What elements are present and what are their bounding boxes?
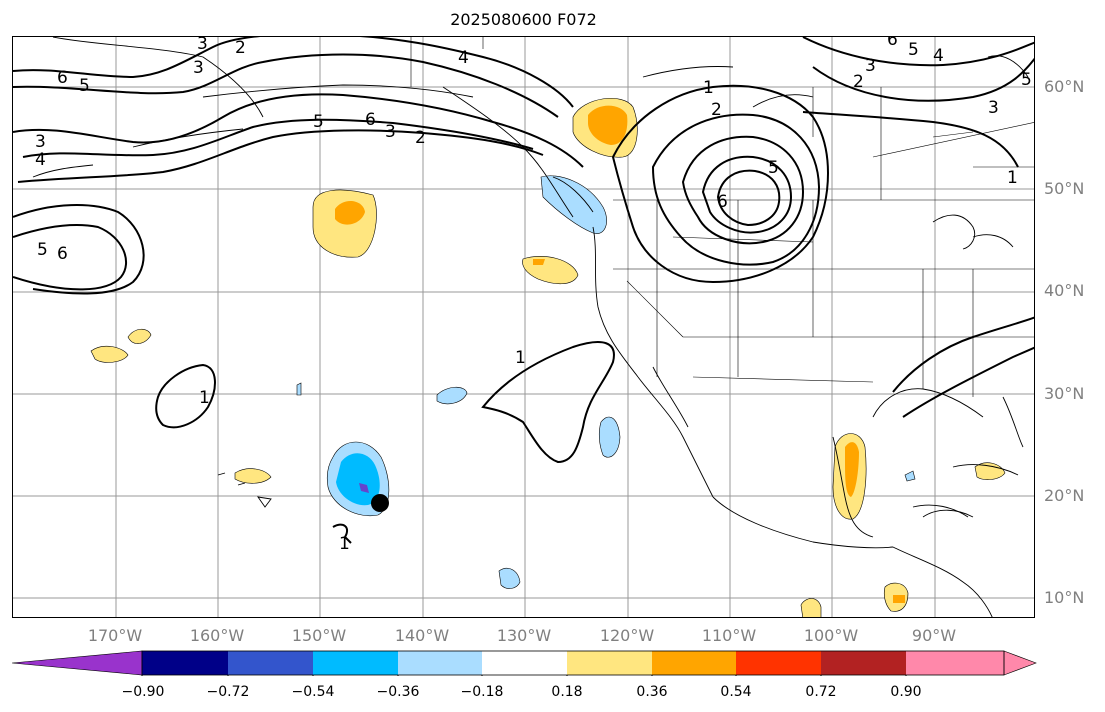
gridlines <box>13 37 1034 617</box>
lon-label-100w: 100°W <box>803 626 859 645</box>
colorbar-segment <box>821 651 906 675</box>
contour-label: 5 <box>313 112 324 132</box>
colorbar-tick-label: −0.54 <box>291 684 335 700</box>
lon-label-130w: 130°W <box>496 626 552 645</box>
lon-label-170w: 170°W <box>87 626 143 645</box>
contour-label: 3 <box>385 122 396 142</box>
contour-label: 5 <box>79 76 90 96</box>
colorbar-segment <box>228 651 313 675</box>
colorbar-segment <box>482 651 567 675</box>
lat-label-10n: 10°N <box>1044 588 1085 607</box>
contour-label: 3 <box>193 58 204 78</box>
lat-label-30n: 30°N <box>1044 384 1085 403</box>
colorbar-tick-label: 0.54 <box>720 684 752 700</box>
contour-label: 1 <box>515 348 526 368</box>
colorbar-segment <box>567 651 652 675</box>
contour-label: 6 <box>717 192 728 212</box>
contour-label: 5 <box>1021 70 1032 90</box>
colorbar-tick-label: 0.18 <box>551 684 583 700</box>
colorbar-segment <box>11 650 143 676</box>
contour-label: 3 <box>865 56 876 76</box>
lat-label-50n: 50°N <box>1044 179 1085 198</box>
colorbar <box>11 650 1037 676</box>
shaded-anomalies <box>90 98 1006 617</box>
colorbar-segment <box>313 651 398 675</box>
lon-label-150w: 150°W <box>291 626 347 645</box>
contour-label: 2 <box>711 100 722 120</box>
colorbar-tick-label: 0.36 <box>636 684 668 700</box>
lat-label-20n: 20°N <box>1044 486 1085 505</box>
lat-label-60n: 60°N <box>1044 77 1085 96</box>
colorbar-segment <box>398 651 482 675</box>
colorbar-segment <box>736 651 821 675</box>
lon-label-160w: 160°W <box>189 626 245 645</box>
contour-label: 5 <box>768 158 779 178</box>
contour-label: 6 <box>57 244 68 264</box>
map-canvas: 6 5 3 4 5 6 2 3 3 5 6 3 2 4 1 2 5 6 6 5 … <box>13 37 1034 617</box>
colorbar-tick-label: −0.90 <box>121 684 165 700</box>
contour-value-labels: 6 5 3 4 5 6 2 3 3 5 6 3 2 4 1 2 5 6 6 5 … <box>35 37 1032 554</box>
contour-lines <box>13 37 1034 544</box>
contour-label: 4 <box>933 46 944 66</box>
contour-label: 1 <box>1007 168 1018 188</box>
lon-label-90w: 90°W <box>911 626 957 645</box>
contour-label: 4 <box>35 150 46 170</box>
colorbar-tick-label: 0.72 <box>805 684 837 700</box>
colorbar-tick-label: −0.36 <box>376 684 420 700</box>
contour-label: 2 <box>415 128 426 148</box>
contour-label: 1 <box>339 534 350 554</box>
contour-label: 6 <box>887 37 898 50</box>
contour-label: 2 <box>853 72 864 92</box>
map-title: 2025080600 F072 <box>450 10 597 29</box>
colorbar-segment <box>906 651 1004 675</box>
contour-label: 3 <box>988 98 999 118</box>
lon-label-140w: 140°W <box>394 626 450 645</box>
contour-label: 3 <box>197 37 208 54</box>
colorbar-tick-label: −0.72 <box>206 684 250 700</box>
lat-label-40n: 40°N <box>1044 281 1085 300</box>
political-borders <box>410 37 1034 397</box>
colorbar-tick-label: −0.18 <box>460 684 504 700</box>
contour-label: 2 <box>235 38 246 58</box>
colorbar-segment <box>652 651 736 675</box>
colorbar-segment <box>1003 650 1037 676</box>
coastlines <box>32 37 1029 617</box>
contour-label: 1 <box>703 78 714 98</box>
contour-label: 6 <box>57 68 68 88</box>
contour-label: 6 <box>365 110 376 130</box>
lon-label-120w: 120°W <box>599 626 655 645</box>
contour-label: 4 <box>458 48 469 68</box>
storm-position-marker <box>371 494 389 512</box>
contour-label: 5 <box>37 240 48 260</box>
contour-label: 1 <box>199 388 210 408</box>
colorbar-tick-label: 0.90 <box>890 684 922 700</box>
lon-label-110w: 110°W <box>701 626 757 645</box>
contour-label: 5 <box>908 40 919 60</box>
map-frame[interactable]: 6 5 3 4 5 6 2 3 3 5 6 3 2 4 1 2 5 6 6 5 … <box>12 36 1035 618</box>
contour-label: 3 <box>35 132 46 152</box>
colorbar-segment <box>142 651 228 675</box>
